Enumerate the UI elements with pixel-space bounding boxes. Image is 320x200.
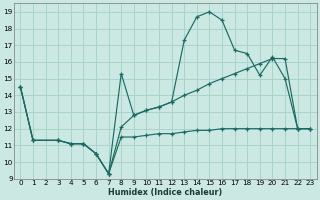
X-axis label: Humidex (Indice chaleur): Humidex (Indice chaleur) <box>108 188 222 197</box>
